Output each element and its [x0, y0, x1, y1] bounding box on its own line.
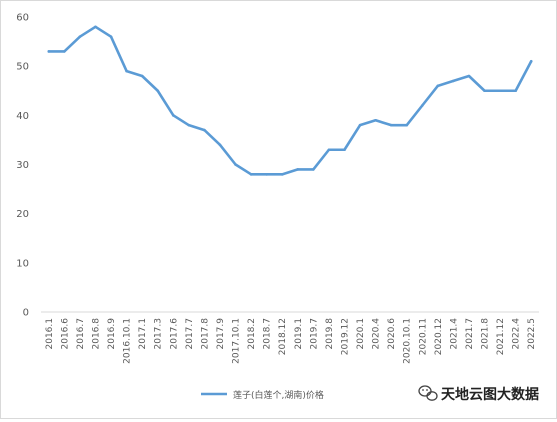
data-point — [249, 173, 253, 176]
data-point — [467, 74, 471, 78]
x-tick-label: 2018.7 — [263, 318, 273, 350]
data-point — [47, 50, 51, 53]
x-tick-label: 2021.7 — [465, 318, 475, 350]
x-tick-label: 2019.7 — [309, 318, 319, 350]
x-tick-label: 2016.6 — [60, 318, 70, 350]
data-point — [171, 114, 175, 117]
x-tick-label: 2017.3 — [154, 318, 164, 350]
data-point — [436, 84, 440, 88]
data-point — [452, 79, 455, 83]
x-tick-label: 2019.12 — [340, 318, 350, 355]
x-tick-label: 2021.4 — [449, 318, 459, 350]
x-tick-label: 2017.10.1 — [232, 318, 242, 364]
y-tick-label: 0 — [23, 308, 29, 319]
x-tick-label: 2020.6 — [387, 318, 397, 350]
x-tick-label: 2017.8 — [200, 318, 210, 350]
watermark: 天地云图大数据 — [418, 385, 539, 403]
x-tick-label: 2017.6 — [169, 318, 179, 350]
legend-label: 莲子(白莲个,湖南)价格 — [233, 389, 324, 401]
data-point — [529, 59, 533, 63]
x-tick-label: 2021.8 — [481, 318, 491, 350]
data-point — [483, 89, 486, 93]
x-tick-label: 2016.8 — [91, 318, 101, 350]
data-point — [265, 173, 268, 176]
data-point — [389, 123, 393, 127]
y-tick-label: 10 — [16, 258, 29, 269]
series-line — [47, 25, 533, 176]
data-point — [312, 168, 315, 171]
data-point — [498, 89, 502, 93]
x-axis: 2016.1 2016.6 2016.7 2016.8 2016.9 2016.10.1 2… — [45, 318, 537, 364]
x-tick-label: 2016.9 — [107, 318, 117, 350]
data-point — [140, 74, 144, 78]
x-tick-label: 2017.7 — [185, 318, 195, 350]
x-tick-label: 2016.7 — [76, 318, 86, 350]
data-point — [187, 123, 191, 127]
x-tick-label: 2020.4 — [372, 318, 382, 350]
data-point — [125, 69, 128, 73]
data-point — [327, 148, 331, 152]
x-tick-label: 2019.8 — [325, 318, 335, 350]
data-point — [296, 168, 300, 171]
data-point — [405, 123, 409, 127]
x-tick-label: 2018.2 — [247, 318, 257, 350]
x-tick-label: 2020.10.1 — [403, 318, 413, 364]
data-point — [374, 118, 377, 122]
x-tick-label: 2019.1 — [294, 318, 304, 350]
data-point — [420, 104, 424, 107]
y-tick-label: 40 — [16, 111, 29, 122]
y-tick-label: 60 — [16, 13, 29, 24]
x-tick-label: 2020.1 — [356, 318, 366, 350]
data-point — [280, 173, 284, 176]
x-tick-label: 2021.12 — [496, 318, 506, 355]
x-tick-label: 2017.1 — [138, 318, 148, 350]
x-tick-label: 2020.12 — [434, 318, 444, 355]
data-point — [218, 143, 222, 147]
data-point — [358, 123, 362, 127]
x-tick-label: 2016.10.1 — [123, 318, 133, 364]
legend: 莲子(白莲个,湖南)价格 — [201, 389, 324, 401]
x-tick-label: 2020.11 — [418, 318, 428, 355]
x-tick-label: 2022.5 — [527, 318, 537, 350]
wechat-icon — [418, 385, 438, 401]
y-tick-label: 50 — [16, 62, 29, 73]
data-point — [94, 25, 97, 29]
data-point — [156, 89, 160, 93]
y-tick-label: 20 — [16, 209, 29, 220]
x-tick-label: 2018.12 — [278, 318, 288, 355]
x-tick-label: 2016.1 — [45, 318, 55, 350]
data-point — [343, 148, 346, 152]
series-group — [47, 25, 533, 176]
y-axis: 0 10 20 30 40 50 60 — [16, 13, 29, 319]
data-point — [234, 163, 237, 166]
data-point — [78, 35, 82, 38]
data-point — [109, 35, 113, 38]
watermark-text: 天地云图大数据 — [441, 386, 539, 403]
data-point — [203, 128, 206, 132]
data-point — [514, 89, 517, 93]
x-tick-label: 2022.4 — [512, 318, 522, 350]
x-tick-label: 2017.9 — [216, 318, 226, 350]
data-point — [63, 50, 66, 53]
y-tick-label: 30 — [16, 160, 29, 171]
